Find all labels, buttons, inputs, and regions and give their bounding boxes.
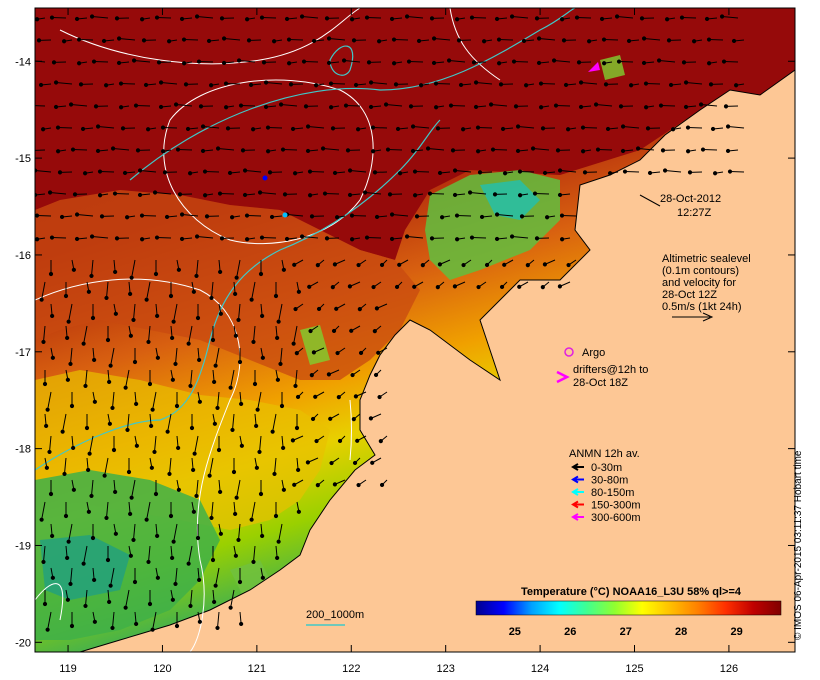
altimetry-line-5: 0.5m/s (1kt 24h): [662, 301, 741, 313]
lon-tick-label: 123: [437, 663, 455, 675]
lon-tick-label: 121: [248, 663, 266, 675]
anmn-arrowhead-icon: [571, 463, 579, 471]
altimetry-line-1: Altimetric sealevel: [662, 253, 751, 265]
altimetry-line-4: 28-Oct 12Z: [662, 289, 717, 301]
drifter-icon: [556, 370, 570, 384]
velocity-arrows: [35, 14, 745, 632]
colorbar-title: Temperature (°C) NOAA16_L3U 58% ql>=4: [521, 586, 742, 598]
lon-tick-label: 119: [59, 663, 77, 675]
drifters-line-2: 28-Oct 18Z: [573, 377, 628, 389]
anmn-item-label: 150-300m: [591, 500, 641, 512]
anmn-legend: ANMN 12h av. 0-30m30-80m80-150m150-300m3…: [569, 448, 641, 524]
anmn-title: ANMN 12h av.: [569, 448, 640, 460]
lat-tick-label: -18: [15, 444, 31, 456]
drifters-line-1: drifters@12h to: [573, 364, 648, 376]
anmn-mooring-marker: [262, 175, 268, 181]
credit-text: © IMOS 06-Apr-2015 03:11:37 Hobart time: [793, 450, 804, 641]
drifter-marker: [588, 62, 600, 72]
temperature-colorbar: Temperature (°C) NOAA16_L3U 58% ql>=4 25…: [475, 586, 782, 638]
anmn-arrowhead-icon: [571, 513, 579, 521]
time-label: 12:27Z: [677, 207, 712, 219]
anmn-item-label: 30-80m: [591, 475, 628, 487]
lat-tick-label: -19: [15, 540, 31, 552]
scale-arrowhead-icon: [702, 312, 714, 322]
lat-tick-label: -14: [15, 56, 31, 68]
lat-tick-label: -17: [15, 347, 31, 359]
colorbar-tick-label: 25: [509, 626, 521, 638]
lon-tick-label: 126: [720, 663, 738, 675]
sea-surface-temperature: [35, 8, 795, 652]
altimetry-legend: Altimetric sealevel (0.1m contours) and …: [662, 253, 751, 322]
argo-float-icon: [564, 347, 574, 357]
lat-tick-label: -16: [15, 250, 31, 262]
lon-tick-label: 120: [153, 663, 171, 675]
argo-label: Argo: [582, 347, 605, 359]
anmn-arrowhead-icon: [571, 475, 579, 484]
anmn-arrowhead-icon: [571, 488, 579, 496]
lon-tick-label: 125: [625, 663, 643, 675]
date-pointer: [639, 194, 661, 207]
colorbar-tick-label: 26: [564, 626, 576, 638]
anmn-item-label: 0-30m: [591, 462, 622, 474]
map-frame: [34, 7, 796, 653]
anmn-arrowhead-icon: [571, 500, 579, 509]
longitude-axis: 119 120 121 122 123 124 125 126: [59, 8, 738, 675]
anmn-item-label: 80-150m: [591, 487, 634, 499]
colorbar-tick-label: 28: [675, 626, 687, 638]
colorbar-tick-label: 29: [731, 626, 743, 638]
lon-tick-label: 124: [531, 663, 549, 675]
anmn-item-label: 300-600m: [591, 512, 641, 524]
lat-tick-label: -15: [15, 153, 31, 165]
isobath-lines: [35, 8, 576, 471]
altimetry-line-2: (0.1m contours): [662, 265, 739, 277]
colorbar-tick-label: 27: [620, 626, 632, 638]
colorbar-gradient: [475, 600, 782, 616]
lon-tick-label: 122: [342, 663, 360, 675]
latitude-axis: -14 -15 -16 -17 -18 -19 -20: [15, 56, 795, 649]
isobath-label: 200_1000m: [306, 609, 364, 621]
anmn-mooring-marker: [282, 212, 288, 218]
date-label: 28-Oct-2012: [660, 193, 721, 205]
altimetry-line-3: and velocity for: [662, 277, 736, 289]
lat-tick-label: -20: [15, 637, 31, 649]
